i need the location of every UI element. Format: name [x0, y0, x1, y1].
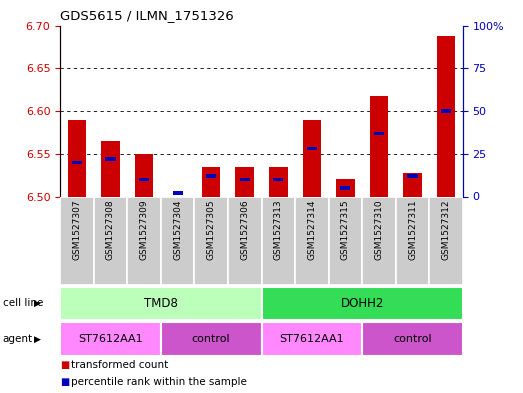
- Bar: [262, 287, 463, 320]
- Text: GSM1527314: GSM1527314: [308, 199, 316, 260]
- Text: ST7612AA1: ST7612AA1: [279, 334, 344, 344]
- Bar: [396, 196, 429, 285]
- Bar: [374, 132, 384, 135]
- Text: GDS5615 / ILMN_1751326: GDS5615 / ILMN_1751326: [60, 9, 234, 22]
- Bar: [60, 287, 262, 320]
- Text: ■: ■: [60, 377, 70, 387]
- Text: agent: agent: [3, 334, 33, 344]
- Text: transformed count: transformed count: [71, 360, 168, 371]
- Bar: [240, 178, 250, 181]
- Text: GSM1527312: GSM1527312: [441, 199, 451, 260]
- Bar: [362, 196, 396, 285]
- Bar: [94, 196, 127, 285]
- Bar: [206, 174, 216, 178]
- Bar: [173, 191, 183, 195]
- Bar: [195, 196, 228, 285]
- Bar: [60, 322, 161, 356]
- Bar: [228, 196, 262, 285]
- Bar: [370, 97, 388, 196]
- Bar: [307, 147, 317, 151]
- Bar: [67, 119, 86, 196]
- Bar: [72, 161, 82, 164]
- Bar: [139, 178, 149, 181]
- Text: GSM1527315: GSM1527315: [341, 199, 350, 260]
- Text: GSM1527305: GSM1527305: [207, 199, 215, 260]
- Bar: [60, 196, 94, 285]
- Text: DOHH2: DOHH2: [340, 297, 384, 310]
- Text: GSM1527309: GSM1527309: [140, 199, 149, 260]
- Bar: [437, 36, 456, 197]
- Text: ▶: ▶: [34, 299, 41, 308]
- Bar: [161, 196, 195, 285]
- Text: GSM1527310: GSM1527310: [374, 199, 383, 260]
- Bar: [101, 141, 120, 196]
- Bar: [127, 196, 161, 285]
- Bar: [407, 174, 417, 178]
- Text: TMD8: TMD8: [144, 297, 178, 310]
- Bar: [262, 196, 295, 285]
- Bar: [235, 167, 254, 196]
- Bar: [441, 109, 451, 113]
- Text: GSM1527313: GSM1527313: [274, 199, 283, 260]
- Text: cell line: cell line: [3, 298, 43, 309]
- Text: percentile rank within the sample: percentile rank within the sample: [71, 377, 246, 387]
- Bar: [269, 167, 288, 196]
- Bar: [135, 154, 153, 196]
- Bar: [403, 173, 422, 196]
- Bar: [362, 322, 463, 356]
- Text: GSM1527307: GSM1527307: [72, 199, 82, 260]
- Bar: [202, 167, 220, 196]
- Bar: [336, 180, 355, 196]
- Text: GSM1527306: GSM1527306: [240, 199, 249, 260]
- Text: ST7612AA1: ST7612AA1: [78, 334, 143, 344]
- Text: control: control: [192, 334, 231, 344]
- Text: ■: ■: [60, 360, 70, 371]
- Text: GSM1527311: GSM1527311: [408, 199, 417, 260]
- Text: control: control: [393, 334, 432, 344]
- Bar: [106, 157, 116, 161]
- Bar: [161, 322, 262, 356]
- Bar: [262, 322, 362, 356]
- Text: ▶: ▶: [34, 335, 41, 343]
- Bar: [328, 196, 362, 285]
- Bar: [295, 196, 328, 285]
- Text: GSM1527304: GSM1527304: [173, 199, 182, 260]
- Text: GSM1527308: GSM1527308: [106, 199, 115, 260]
- Bar: [429, 196, 463, 285]
- Bar: [303, 119, 321, 196]
- Bar: [340, 186, 350, 190]
- Bar: [273, 178, 283, 181]
